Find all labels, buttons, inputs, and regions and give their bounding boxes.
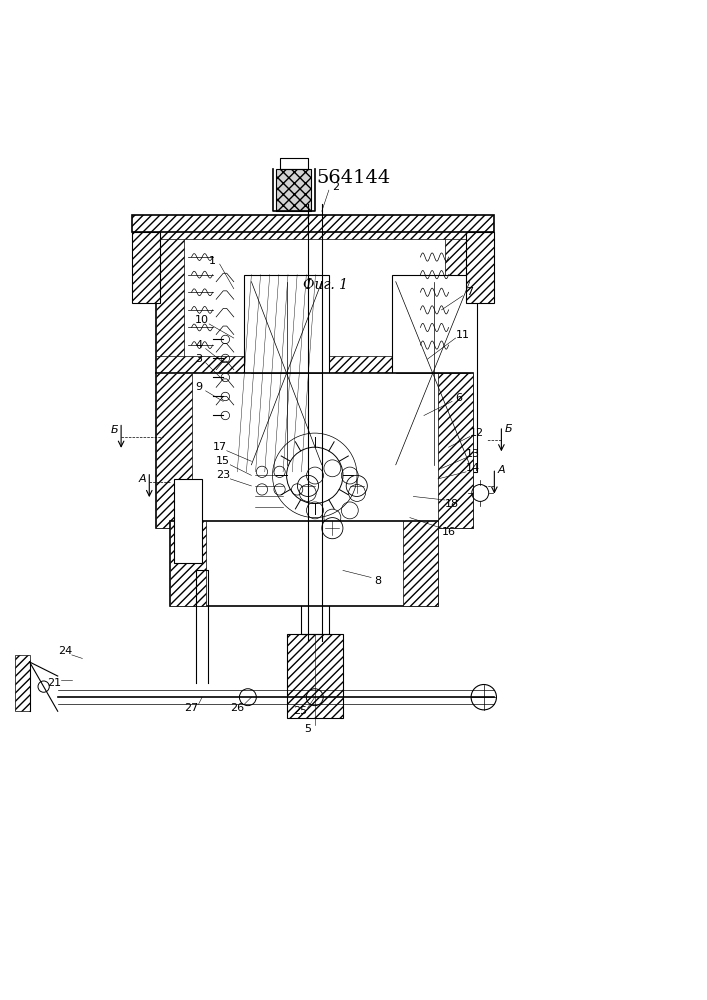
Text: 11: 11 xyxy=(455,330,469,340)
Text: 23: 23 xyxy=(216,470,230,480)
Text: 21: 21 xyxy=(47,678,62,688)
Text: 12: 12 xyxy=(469,428,484,438)
Text: 24: 24 xyxy=(58,646,72,656)
Text: 3: 3 xyxy=(195,354,202,364)
Bar xyxy=(403,521,438,606)
Text: 8: 8 xyxy=(375,576,382,586)
Text: 1: 1 xyxy=(209,256,216,266)
Bar xyxy=(170,521,206,606)
Bar xyxy=(156,373,192,528)
Bar xyxy=(245,275,329,472)
Text: 13: 13 xyxy=(466,449,480,459)
Bar xyxy=(445,218,473,373)
Text: 4: 4 xyxy=(195,340,202,350)
Text: 18: 18 xyxy=(445,499,459,509)
Text: Фиг. 1: Фиг. 1 xyxy=(303,278,348,292)
Bar xyxy=(156,356,473,373)
Text: 5: 5 xyxy=(304,724,311,734)
Text: 26: 26 xyxy=(230,703,245,713)
Bar xyxy=(438,373,473,528)
Text: 9: 9 xyxy=(195,382,202,392)
Bar xyxy=(276,169,311,211)
Text: 2: 2 xyxy=(332,182,339,192)
Text: А: А xyxy=(498,465,506,475)
Bar xyxy=(156,373,473,528)
Text: 7: 7 xyxy=(466,287,473,297)
Text: 15: 15 xyxy=(216,456,230,466)
Bar xyxy=(286,634,343,718)
Bar xyxy=(392,275,477,472)
Text: Б: Б xyxy=(505,424,513,434)
Bar xyxy=(156,218,473,239)
Bar xyxy=(16,655,30,711)
Bar xyxy=(174,479,202,563)
Bar xyxy=(466,232,494,303)
FancyBboxPatch shape xyxy=(156,218,473,373)
Bar xyxy=(156,218,185,373)
Text: 25: 25 xyxy=(293,706,308,716)
Text: 10: 10 xyxy=(195,315,209,325)
Text: Б: Б xyxy=(110,425,118,435)
Text: 16: 16 xyxy=(442,527,455,537)
Text: 27: 27 xyxy=(185,703,199,713)
Bar xyxy=(170,521,438,606)
Text: 14: 14 xyxy=(466,463,480,473)
Text: 6: 6 xyxy=(455,393,462,403)
Text: 17: 17 xyxy=(213,442,227,452)
Text: 564144: 564144 xyxy=(316,169,391,187)
Bar xyxy=(132,232,160,303)
Text: А: А xyxy=(139,474,146,484)
Bar xyxy=(132,215,494,232)
